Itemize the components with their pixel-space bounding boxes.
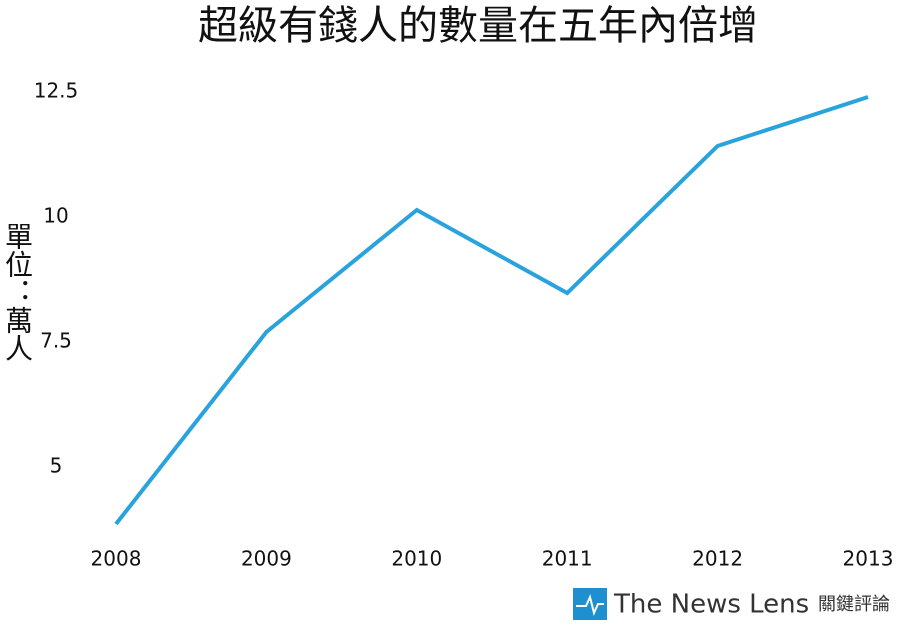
y-axis-label: 單位：萬人 bbox=[1, 222, 34, 362]
logo: The News Lens 關鍵評論 bbox=[573, 588, 890, 620]
y-tick-label: 10 bbox=[43, 204, 68, 228]
x-tick-label: 2012 bbox=[692, 547, 743, 571]
y-tick-label: 5 bbox=[50, 454, 63, 478]
line bbox=[114, 95, 869, 526]
x-tick-label: 2010 bbox=[391, 547, 442, 571]
chart-title: 超級有錢人的數量在五年內倍增 bbox=[198, 3, 758, 49]
x-tick-label: 2009 bbox=[241, 547, 292, 571]
x-tick-label: 2011 bbox=[542, 547, 593, 571]
logo-icon-line bbox=[576, 593, 604, 617]
x-tick-label: 2013 bbox=[843, 547, 894, 571]
x-tick-label: 2008 bbox=[91, 547, 142, 571]
logo-text: The News Lens bbox=[613, 590, 809, 620]
logo-chinese: 關鍵評論 bbox=[818, 594, 890, 615]
y-tick-label: 7.5 bbox=[40, 329, 72, 353]
y-tick-label: 12.5 bbox=[34, 79, 79, 103]
